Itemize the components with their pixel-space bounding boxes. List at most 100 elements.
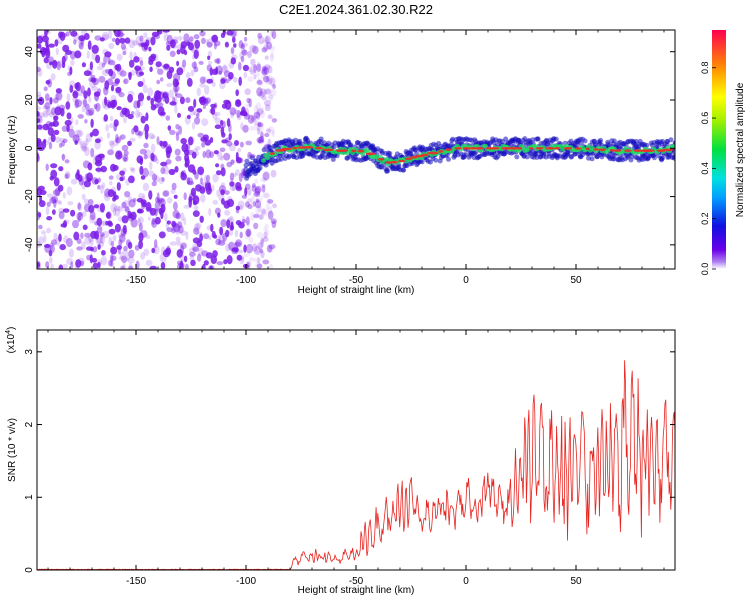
noise-point: [78, 35, 86, 42]
noise-point: [137, 92, 145, 102]
noise-point: [93, 204, 100, 209]
noise-point: [92, 128, 99, 137]
noise-point: [119, 233, 126, 243]
noise-point: [157, 197, 165, 203]
noise-point: [226, 198, 235, 208]
noise-point: [115, 150, 123, 160]
noise-point: [180, 242, 187, 250]
noise-point: [148, 170, 155, 177]
noise-point: [194, 39, 201, 49]
noise-point: [223, 79, 230, 84]
noise-point: [92, 246, 98, 253]
noise-point: [123, 150, 129, 157]
noise-point: [265, 67, 270, 74]
noise-point: [138, 192, 145, 199]
noise-point: [264, 99, 271, 107]
noise-point: [166, 220, 171, 225]
noise-point: [91, 177, 99, 185]
noise-point: [138, 232, 144, 242]
noise-point: [58, 166, 64, 172]
ridge-edge-point: [535, 136, 541, 142]
noise-point: [53, 232, 58, 241]
x-tick-label: -50: [349, 275, 364, 286]
noise-point: [130, 218, 138, 228]
noise-point: [110, 260, 114, 268]
ridge-core-point: [314, 146, 324, 150]
noise-point: [148, 55, 156, 62]
noise-point: [85, 109, 94, 116]
y-tick-label: 2: [24, 421, 35, 427]
noise-point: [94, 178, 99, 185]
noise-point: [56, 60, 61, 71]
noise-point: [203, 98, 209, 106]
noise-point: [255, 71, 260, 78]
noise-point: [267, 210, 274, 220]
ridge-edge-point: [582, 138, 588, 144]
noise-point: [139, 148, 147, 155]
noise-point: [81, 211, 87, 217]
noise-point: [264, 132, 270, 138]
noise-point: [74, 50, 82, 59]
spectrogram-ylabel: Frequency (Hz): [7, 116, 18, 185]
noise-point: [272, 84, 276, 89]
noise-point: [127, 210, 132, 219]
noise-point: [101, 62, 106, 68]
noise-point: [267, 126, 275, 135]
noise-point: [250, 117, 256, 123]
noise-point: [202, 150, 207, 159]
x-tick-label: 50: [570, 275, 582, 286]
noise-point: [230, 47, 235, 55]
noise-point: [171, 182, 177, 191]
noise-point: [66, 237, 73, 248]
noise-point: [255, 102, 262, 111]
noise-point: [174, 166, 179, 173]
noise-point: [236, 254, 242, 261]
noise-point: [218, 240, 226, 246]
noise-point: [193, 60, 197, 70]
noise-point: [110, 240, 115, 247]
noise-point: [247, 204, 253, 210]
noise-point: [61, 263, 68, 269]
noise-point: [256, 123, 264, 132]
noise-point: [122, 249, 129, 257]
noise-point: [199, 83, 206, 88]
noise-point: [42, 110, 49, 118]
noise-point: [104, 80, 110, 90]
noise-point: [88, 107, 95, 116]
noise-point: [266, 244, 273, 253]
noise-point: [165, 159, 172, 165]
noise-point: [140, 40, 146, 49]
noise-point: [163, 249, 170, 258]
noise-point: [132, 197, 137, 203]
noise-point: [138, 56, 143, 64]
noise-point: [153, 175, 160, 183]
noise-point: [178, 125, 183, 135]
noise-point: [204, 182, 211, 191]
noise-point: [261, 192, 269, 199]
noise-point: [61, 153, 66, 160]
noise-point: [199, 215, 204, 223]
noise-point: [47, 193, 54, 198]
noise-point: [113, 123, 118, 132]
noise-point: [196, 240, 203, 248]
noise-point: [110, 85, 115, 92]
noise-point: [206, 38, 214, 48]
noise-point: [67, 71, 72, 77]
noise-point: [257, 35, 265, 45]
noise-point: [157, 102, 164, 108]
noise-point: [102, 48, 109, 55]
noise-point: [190, 69, 195, 77]
noise-point: [133, 51, 137, 61]
noise-point: [207, 55, 211, 60]
noise-point: [53, 177, 60, 187]
noise-point: [155, 61, 162, 68]
noise-point: [245, 243, 254, 254]
noise-point: [120, 265, 125, 269]
ridge-edge-point: [379, 148, 385, 154]
noise-point: [48, 250, 53, 257]
noise-point: [127, 257, 135, 264]
noise-point: [101, 69, 110, 76]
noise-point: [201, 118, 209, 127]
noise-point: [262, 236, 269, 243]
noise-point: [164, 212, 168, 222]
